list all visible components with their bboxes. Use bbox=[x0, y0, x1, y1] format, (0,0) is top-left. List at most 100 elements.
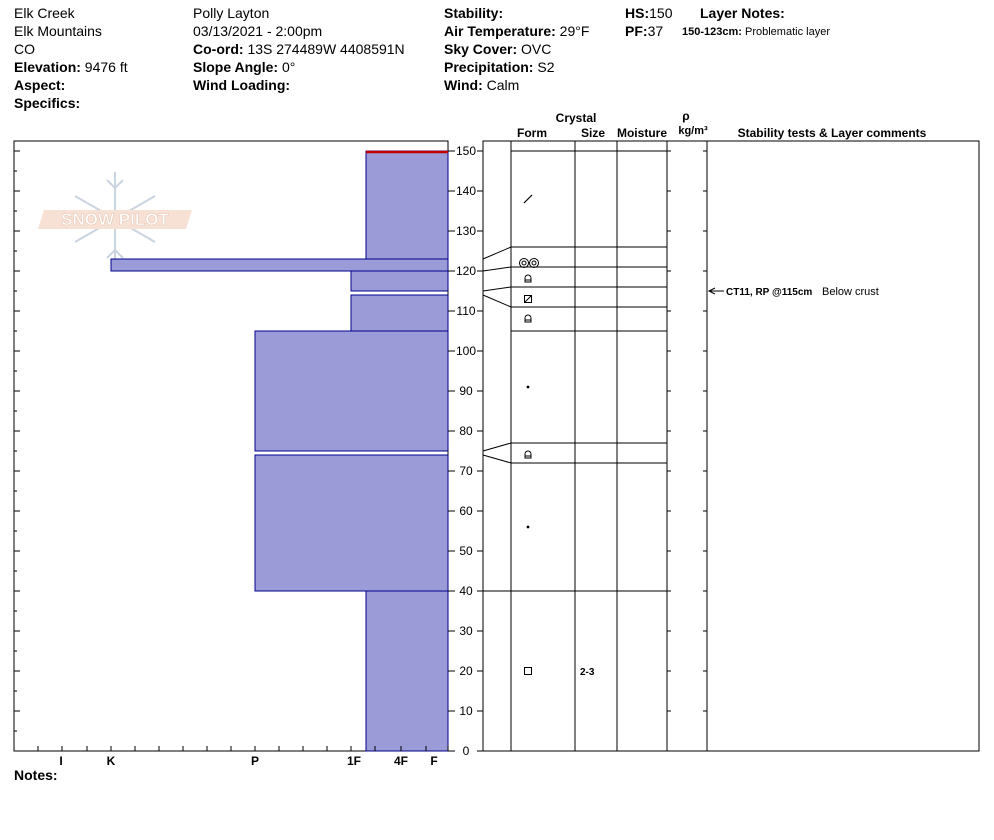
mountain-range: Elk Mountains bbox=[14, 23, 102, 39]
observer: Polly Layton bbox=[193, 5, 270, 21]
depth-label-20: 20 bbox=[459, 664, 473, 678]
symbol-rounded-grain bbox=[526, 385, 530, 389]
crystal-size-value: 2-3 bbox=[580, 667, 595, 678]
size-header: Size bbox=[581, 126, 605, 140]
depth-label-30: 30 bbox=[459, 624, 473, 638]
logo-text: SNOW PILOT bbox=[61, 210, 169, 229]
hs-value: 150 bbox=[649, 5, 673, 21]
symbol-melt-form-inner bbox=[521, 260, 527, 266]
depth-label-80: 80 bbox=[459, 424, 473, 438]
slope-value: 0° bbox=[281, 59, 296, 75]
layer-table-frame bbox=[482, 140, 980, 752]
stability-test-arrowhead bbox=[707, 287, 716, 295]
depth-label-10: 10 bbox=[459, 704, 473, 718]
depth-label-40: 40 bbox=[459, 584, 473, 598]
hardness-label-K: K bbox=[107, 754, 116, 768]
density-symbol: ρ bbox=[682, 109, 689, 123]
coord-label: Co-ord: bbox=[193, 41, 244, 57]
crystal-header: Crystal bbox=[556, 111, 597, 125]
connector-line bbox=[482, 266, 512, 272]
stability-test-comment: Below crust bbox=[822, 286, 879, 298]
hardness-layer-5 bbox=[254, 330, 449, 452]
symbol-faceted bbox=[524, 314, 532, 323]
sky-cover-label: Sky Cover: bbox=[444, 41, 518, 57]
hardness-label-I: I bbox=[59, 754, 62, 768]
hardness-label-F: F bbox=[430, 754, 437, 768]
hardness-layer-7 bbox=[365, 590, 449, 752]
density-unit: kg/m³ bbox=[678, 125, 708, 137]
snowpilot-logo: SNOW PILOT bbox=[38, 172, 192, 266]
connector-line bbox=[482, 294, 512, 308]
depth-label-130: 130 bbox=[456, 224, 476, 238]
hs-label: HS: bbox=[625, 5, 650, 21]
depth-label-70: 70 bbox=[459, 464, 473, 478]
depth-label-50: 50 bbox=[459, 544, 473, 558]
location: Elk Creek bbox=[14, 5, 75, 21]
depth-label-90: 90 bbox=[459, 384, 473, 398]
slope-label: Slope Angle: bbox=[193, 59, 279, 75]
depth-label-60: 60 bbox=[459, 504, 473, 518]
connector-line bbox=[482, 454, 512, 464]
depth-label-150: 150 bbox=[456, 144, 476, 158]
stability-header: Stability tests & Layer comments bbox=[738, 126, 927, 140]
layer-note-range: 150-123cm: bbox=[682, 26, 742, 38]
precip-label: Precipitation: bbox=[444, 59, 534, 75]
form-header: Form bbox=[517, 126, 547, 140]
date-time: 03/13/2021 - 2:00pm bbox=[193, 23, 323, 39]
symbol-mixed-forms bbox=[524, 295, 532, 303]
hardness-layer-1 bbox=[365, 150, 449, 260]
symbol-melt-form-inner bbox=[531, 260, 537, 266]
air-temp-label: Air Temperature: bbox=[444, 23, 556, 39]
layer-notes-label: Layer Notes: bbox=[700, 5, 785, 21]
symbol-rounded-grain bbox=[526, 525, 530, 529]
hardness-layer-6 bbox=[254, 454, 449, 592]
depth-label-100: 100 bbox=[456, 344, 476, 358]
hardness-layer-3 bbox=[350, 270, 449, 292]
depth-label-120: 120 bbox=[456, 264, 476, 278]
elevation: Elevation: 9476 ft bbox=[14, 58, 128, 76]
density-ticks bbox=[667, 150, 707, 752]
symbol-faceted bbox=[524, 274, 532, 283]
depth-axis: 0 10 20 30 40 50 60 70 80 90 100 110 120 130 140 150 bbox=[14, 144, 483, 758]
depth-label-140: 140 bbox=[456, 184, 476, 198]
hardness-label-P: P bbox=[251, 754, 259, 768]
symbol-mixed-forms-diag bbox=[524, 295, 532, 303]
connector-line bbox=[482, 286, 512, 292]
sky-cover-value: OVC bbox=[521, 41, 552, 57]
notes-label: Notes: bbox=[14, 767, 58, 783]
stability-test-result: CT11, RP @115cm bbox=[726, 287, 812, 298]
layer-table: 2-3 CT11, RP @115cm Below crust bbox=[482, 150, 879, 678]
hardness-layer-4 bbox=[350, 294, 449, 332]
aspect-label: Aspect: bbox=[14, 77, 66, 93]
wind-label: Wind: bbox=[444, 77, 483, 93]
hardness-layers bbox=[110, 150, 449, 752]
symbol-faceted-crystal bbox=[524, 667, 532, 675]
stability-label: Stability: bbox=[444, 5, 504, 21]
connector-line bbox=[482, 442, 512, 452]
layer-note-text: Problematic layer bbox=[745, 26, 830, 38]
connector-line bbox=[482, 246, 512, 260]
coord-value: 13S 274489W 4408591N bbox=[247, 41, 405, 57]
symbol-precip-particle bbox=[523, 194, 533, 204]
symbol-faceted bbox=[524, 450, 532, 459]
state: CO bbox=[14, 41, 35, 57]
pf-value: 37 bbox=[647, 23, 664, 39]
hardness-label-4F: 4F bbox=[394, 754, 408, 768]
specifics-label: Specifics: bbox=[14, 95, 81, 111]
depth-label-110: 110 bbox=[456, 304, 475, 318]
wind-loading-label: Wind Loading: bbox=[193, 77, 291, 93]
wind-value: Calm bbox=[486, 77, 520, 93]
moisture-header: Moisture bbox=[617, 126, 667, 140]
symbol-melt-form bbox=[519, 258, 529, 268]
hardness-axis: I K P 1F 4F F bbox=[13, 746, 449, 768]
precip-value: S2 bbox=[537, 59, 555, 75]
pf-label: PF: bbox=[625, 23, 648, 39]
air-temp-value: 29°F bbox=[559, 23, 590, 39]
elevation-value: 9476 ft bbox=[84, 59, 128, 75]
symbol-melt-form bbox=[529, 258, 539, 268]
elevation-label: Elevation: bbox=[14, 59, 81, 75]
hardness-label-1F: 1F bbox=[347, 754, 361, 768]
depth-label-0: 0 bbox=[463, 744, 470, 758]
hardness-layer-2 bbox=[110, 258, 449, 272]
